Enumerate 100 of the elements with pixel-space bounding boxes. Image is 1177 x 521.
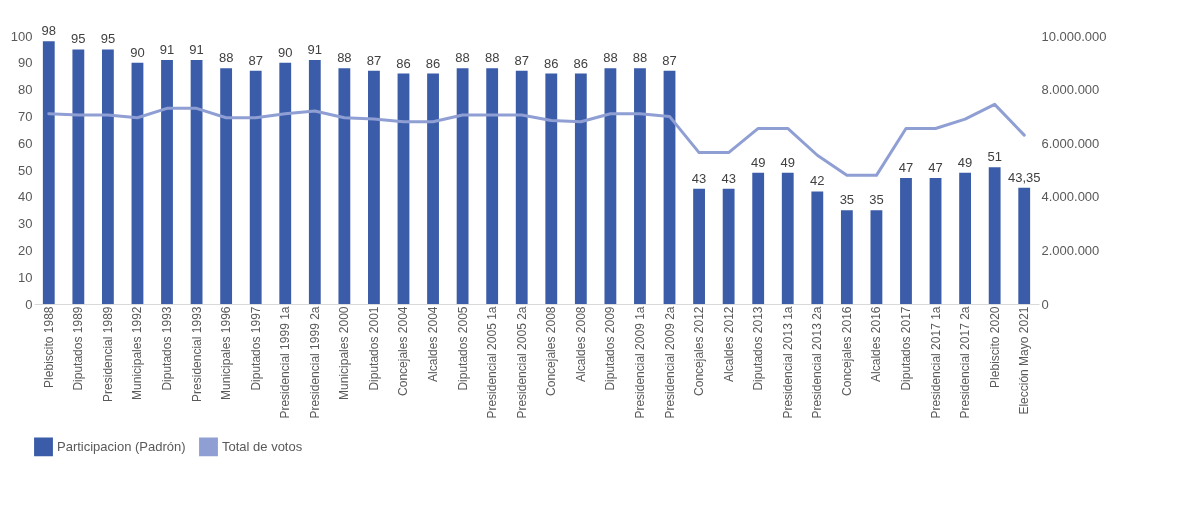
x-tick-label: Plebiscito 1988 bbox=[41, 306, 56, 388]
bar bbox=[456, 68, 469, 304]
bar bbox=[190, 60, 203, 304]
data-label: 88 bbox=[337, 50, 352, 66]
bar bbox=[988, 167, 1001, 304]
data-label: 49 bbox=[957, 154, 973, 170]
x-tick-label: Concejales 2016 bbox=[839, 306, 854, 396]
x-tick-label: Concejales 2008 bbox=[544, 306, 559, 396]
bar bbox=[574, 73, 587, 304]
x-tick-label: Diputados 2017 bbox=[898, 306, 913, 391]
x-tick-label: Diputados 2001 bbox=[366, 306, 381, 391]
y2-tick-label: 8.000.000 bbox=[1041, 82, 1100, 98]
bar bbox=[515, 70, 528, 304]
data-label: 98 bbox=[41, 23, 57, 39]
bar bbox=[959, 172, 972, 304]
x-tick-label: Presidencial 1999 2a bbox=[307, 306, 322, 419]
x-tick-label: Presidencial 1999 1a bbox=[278, 306, 293, 419]
data-label: 90 bbox=[278, 44, 293, 60]
data-label: 51 bbox=[987, 149, 1002, 165]
bar bbox=[161, 60, 173, 304]
data-label: 90 bbox=[130, 44, 145, 60]
y-tick-label: 80 bbox=[18, 82, 33, 98]
bar bbox=[397, 73, 410, 304]
bar bbox=[900, 178, 912, 304]
bar bbox=[308, 60, 321, 304]
bar bbox=[634, 68, 646, 304]
data-label: 86 bbox=[425, 55, 441, 71]
data-label: 95 bbox=[71, 31, 86, 47]
bar bbox=[220, 68, 233, 304]
y-tick-label: 10 bbox=[18, 269, 33, 285]
bar bbox=[249, 70, 262, 304]
data-label: 87 bbox=[248, 52, 263, 68]
x-tick-label: Plebiscito 2020 bbox=[987, 306, 1002, 388]
data-label: 35 bbox=[869, 192, 884, 208]
y2-tick-label: 10.000.000 bbox=[1041, 28, 1107, 44]
bar bbox=[1018, 187, 1031, 304]
data-label: 47 bbox=[928, 160, 943, 176]
data-label: 88 bbox=[218, 50, 234, 66]
legend-label: Total de votos bbox=[222, 438, 303, 454]
bar bbox=[604, 68, 617, 304]
data-label: 49 bbox=[780, 154, 795, 170]
data-label: 43 bbox=[721, 170, 736, 186]
bar bbox=[663, 70, 676, 304]
y2-tick-label: 2.000.000 bbox=[1041, 242, 1100, 258]
bar bbox=[486, 68, 499, 304]
y-tick-label: 70 bbox=[18, 108, 33, 124]
x-tick-label: Presidencial 2017 2a bbox=[958, 306, 973, 419]
x-tick-label: Alcaldes 2008 bbox=[573, 306, 588, 382]
bar bbox=[42, 41, 55, 304]
bar bbox=[929, 178, 942, 304]
x-tick-label: Presidencial 2017 1a bbox=[928, 306, 943, 419]
y-tick-label: 30 bbox=[18, 216, 33, 232]
x-tick-label: Municipales 1996 bbox=[219, 306, 234, 400]
y2-tick-label: 0 bbox=[1041, 296, 1049, 312]
data-label: 95 bbox=[100, 31, 116, 47]
x-tick-label: Presidencial 1993 bbox=[189, 306, 204, 402]
data-label: 43 bbox=[691, 170, 707, 186]
x-tick-label: Presidencial 2005 1a bbox=[485, 306, 500, 419]
x-tick-label: Diputados 1997 bbox=[248, 306, 263, 391]
x-tick-label: Presidencial 1989 bbox=[100, 306, 115, 402]
y-tick-label: 90 bbox=[18, 55, 33, 71]
x-tick-label: Alcaldes 2004 bbox=[426, 306, 441, 382]
bar bbox=[279, 62, 292, 304]
bar bbox=[72, 49, 85, 304]
x-tick-label: Diputados 2013 bbox=[751, 306, 766, 391]
bar bbox=[131, 62, 144, 304]
data-label: 42 bbox=[810, 173, 825, 189]
bar bbox=[338, 68, 351, 304]
y-tick-label: 20 bbox=[18, 242, 33, 258]
data-label: 35 bbox=[839, 192, 855, 208]
data-label: 91 bbox=[307, 42, 323, 58]
x-tick-label: Alcaldes 2012 bbox=[721, 306, 736, 382]
bar bbox=[722, 188, 735, 304]
x-tick-label: Presidencial 2013 2a bbox=[810, 306, 825, 419]
bar bbox=[693, 188, 705, 304]
bar bbox=[427, 73, 439, 304]
data-label: 88 bbox=[484, 50, 500, 66]
y-tick-label: 40 bbox=[18, 189, 33, 205]
data-label: 86 bbox=[544, 55, 559, 71]
x-tick-label: Elección Mayo 2021 bbox=[1017, 306, 1032, 415]
bar bbox=[545, 73, 558, 304]
y-tick-label: 50 bbox=[18, 162, 33, 178]
data-label: 49 bbox=[750, 154, 766, 170]
data-label: 43,35 bbox=[1007, 169, 1041, 185]
data-label: 87 bbox=[662, 52, 677, 68]
bar bbox=[368, 70, 380, 304]
x-tick-label: Presidencial 2013 1a bbox=[780, 306, 795, 419]
y-tick-label: 0 bbox=[25, 296, 33, 312]
bar bbox=[870, 210, 883, 304]
x-tick-label: Presidencial 2009 1a bbox=[632, 306, 647, 419]
data-label: 86 bbox=[573, 55, 589, 71]
x-tick-label: Diputados 2009 bbox=[603, 306, 618, 391]
bar bbox=[840, 210, 853, 304]
x-tick-label: Concejales 2012 bbox=[692, 306, 707, 396]
legend-label: Participacion (Padrón) bbox=[57, 438, 186, 454]
x-tick-label: Diputados 1989 bbox=[71, 306, 86, 391]
bar bbox=[811, 191, 824, 304]
y2-tick-label: 6.000.000 bbox=[1041, 135, 1100, 151]
x-tick-label: Concejales 2004 bbox=[396, 306, 411, 396]
x-tick-label: Presidencial 2005 2a bbox=[514, 306, 529, 419]
